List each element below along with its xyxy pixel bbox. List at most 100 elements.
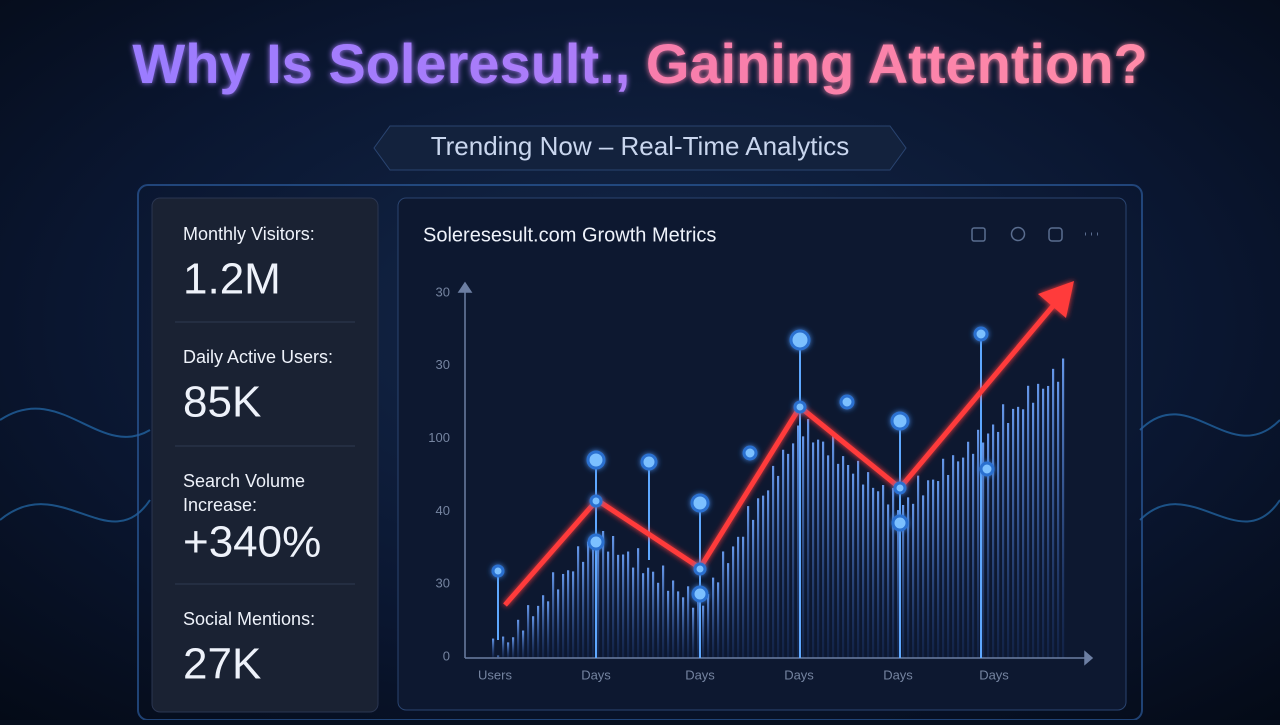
chart-title: Soleresesult.com Growth Metrics bbox=[423, 224, 716, 246]
bar-decor bbox=[882, 485, 885, 658]
decor bbox=[789, 329, 811, 351]
bar-decor bbox=[897, 510, 900, 658]
bar-decor bbox=[962, 457, 965, 658]
bar-decor bbox=[762, 495, 765, 658]
bar-decor bbox=[807, 419, 810, 658]
bar-decor bbox=[502, 636, 505, 658]
axis-arrows bbox=[457, 281, 1094, 666]
bar-decor bbox=[647, 567, 650, 658]
stat-label: Search Volume bbox=[183, 471, 305, 491]
bar-decor bbox=[727, 563, 730, 658]
markers bbox=[491, 326, 995, 603]
bar-decor bbox=[1027, 385, 1030, 658]
bar-decor bbox=[542, 595, 545, 658]
bars bbox=[492, 358, 1065, 658]
bar-decor bbox=[672, 580, 675, 658]
bar-decor bbox=[507, 642, 510, 658]
y-label: 100 bbox=[428, 430, 450, 445]
bar-decor bbox=[1007, 423, 1010, 658]
bar-decor bbox=[547, 601, 550, 658]
title-part: Gaining Attention? bbox=[646, 32, 1148, 95]
bar-decor bbox=[782, 449, 785, 658]
x-label: Users bbox=[478, 667, 512, 682]
decor bbox=[0, 499, 151, 523]
bar-decor bbox=[537, 605, 540, 658]
bar-decor bbox=[842, 456, 845, 658]
bar-decor bbox=[492, 638, 495, 658]
trend-line bbox=[503, 298, 1060, 607]
bar-decor bbox=[682, 597, 685, 658]
bar-decor bbox=[687, 586, 690, 658]
decor bbox=[691, 585, 709, 603]
bar-decor bbox=[787, 453, 790, 658]
bar-decor bbox=[662, 565, 665, 658]
decor bbox=[1139, 413, 1280, 437]
bar-decor bbox=[562, 573, 565, 658]
bar-decor bbox=[612, 535, 615, 658]
icon[interactable] bbox=[1048, 227, 1063, 242]
icon[interactable] bbox=[971, 227, 986, 242]
bar-decor bbox=[847, 464, 850, 658]
decor bbox=[640, 453, 658, 471]
bar-decor bbox=[607, 551, 610, 658]
bar-decor bbox=[832, 436, 835, 658]
bar-decor bbox=[717, 582, 720, 658]
subtitle-banner bbox=[373, 125, 907, 171]
bar-decor bbox=[817, 439, 820, 658]
bar-decor bbox=[932, 479, 935, 658]
axis-labels: Users Days Days Days Days Days bbox=[478, 667, 1009, 682]
bar-decor bbox=[567, 570, 570, 658]
bar-decor bbox=[887, 504, 890, 658]
bar-decor bbox=[947, 474, 950, 658]
bar-decor bbox=[1052, 368, 1055, 658]
bar-decor bbox=[702, 605, 705, 658]
bar-decor bbox=[852, 473, 855, 658]
bar-decor bbox=[637, 548, 640, 658]
bar-decor bbox=[877, 491, 880, 658]
bar-decor bbox=[987, 433, 990, 658]
icon[interactable] bbox=[1010, 226, 1026, 242]
bar-decor bbox=[1022, 409, 1025, 658]
decor bbox=[491, 564, 505, 578]
x-label: Days bbox=[784, 667, 814, 682]
bar-decor bbox=[747, 506, 750, 658]
y-label: 0 bbox=[443, 648, 450, 663]
bar-decor bbox=[792, 443, 795, 658]
decor bbox=[793, 400, 807, 414]
bar-decor bbox=[627, 551, 630, 658]
bar-decor bbox=[952, 455, 955, 658]
bar-decor bbox=[872, 487, 875, 658]
stat-label: Monthly Visitors: bbox=[183, 224, 315, 244]
bar-decor bbox=[917, 475, 920, 658]
decor bbox=[973, 326, 989, 342]
bar-decor bbox=[1057, 381, 1060, 658]
bar-decor bbox=[517, 619, 520, 658]
bar-decor bbox=[677, 591, 680, 658]
bar-decor bbox=[997, 431, 1000, 658]
bar-decor bbox=[982, 442, 985, 658]
decor bbox=[742, 445, 758, 461]
bar-decor bbox=[922, 495, 925, 658]
x-label: Days bbox=[979, 667, 1009, 682]
subtitle: Trending Now – Real-Time Analytics bbox=[431, 131, 850, 161]
bar-decor bbox=[552, 572, 555, 658]
bar-decor bbox=[992, 424, 995, 658]
bar-decor bbox=[837, 463, 840, 658]
decor bbox=[979, 461, 995, 477]
bar-decor bbox=[707, 594, 710, 658]
bar-decor bbox=[942, 458, 945, 658]
y-label: 40 bbox=[436, 503, 450, 518]
title: Why Is Soleresult., Gaining Attention? bbox=[132, 32, 1147, 95]
stat-label: Social Mentions: bbox=[183, 609, 315, 629]
stat-value: 85K bbox=[183, 378, 261, 427]
bar-decor bbox=[617, 554, 620, 658]
bar-decor bbox=[1017, 406, 1020, 658]
bar-decor bbox=[977, 429, 980, 658]
bar-decor bbox=[1012, 408, 1015, 658]
bar-decor bbox=[587, 541, 590, 658]
x-label: Days bbox=[883, 667, 913, 682]
decor bbox=[839, 394, 855, 410]
bar-decor bbox=[737, 536, 740, 658]
bar-decor bbox=[777, 475, 780, 658]
bar-decor bbox=[632, 567, 635, 658]
